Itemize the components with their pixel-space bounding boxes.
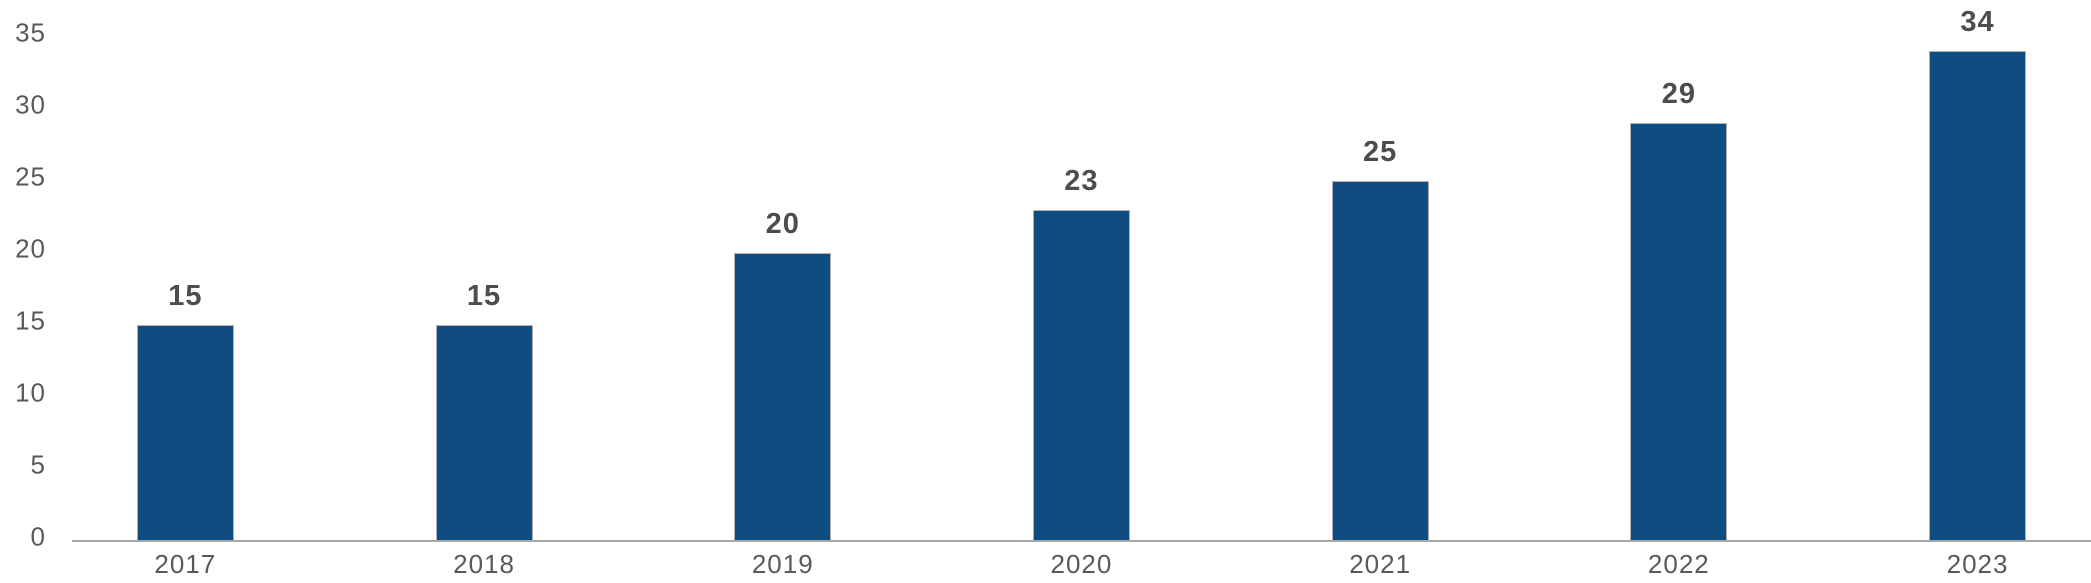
y-axis: 0 5 10 15 20 25 30 35 bbox=[0, 0, 72, 583]
bar-value-label: 23 bbox=[1064, 164, 1099, 197]
bar-value-label: 25 bbox=[1363, 136, 1398, 168]
bar bbox=[136, 325, 234, 541]
bar bbox=[734, 253, 832, 541]
y-tick-label: 25 bbox=[15, 161, 46, 192]
bar bbox=[1032, 209, 1130, 541]
y-tick-label: 5 bbox=[30, 449, 46, 480]
bar bbox=[1630, 123, 1728, 541]
x-axis-line bbox=[72, 540, 2091, 542]
bar-value-label: 15 bbox=[168, 280, 203, 312]
x-tick-label: 2022 bbox=[1647, 549, 1710, 579]
bar-value-label: 29 bbox=[1661, 78, 1696, 111]
x-tick-label: 2019 bbox=[751, 549, 814, 579]
bar bbox=[1929, 51, 2027, 541]
y-tick-label: 20 bbox=[15, 233, 46, 264]
bar-value-label: 34 bbox=[1960, 6, 1995, 39]
x-tick-label: 2023 bbox=[1946, 549, 2009, 579]
x-tick-label: 2018 bbox=[453, 549, 515, 579]
x-tick-label: 2020 bbox=[1050, 549, 1113, 579]
y-tick-label: 35 bbox=[15, 17, 46, 48]
y-tick-label: 0 bbox=[30, 521, 46, 552]
bar-value-label: 20 bbox=[765, 208, 800, 240]
y-tick-label: 10 bbox=[15, 377, 46, 408]
bar-value-label: 15 bbox=[466, 280, 502, 312]
bar bbox=[1331, 181, 1429, 541]
x-tick-label: 2017 bbox=[154, 549, 217, 579]
y-tick-label: 30 bbox=[15, 89, 46, 120]
bar bbox=[435, 325, 533, 541]
x-tick-label: 2021 bbox=[1349, 549, 1412, 579]
y-tick-label: 15 bbox=[15, 305, 46, 336]
